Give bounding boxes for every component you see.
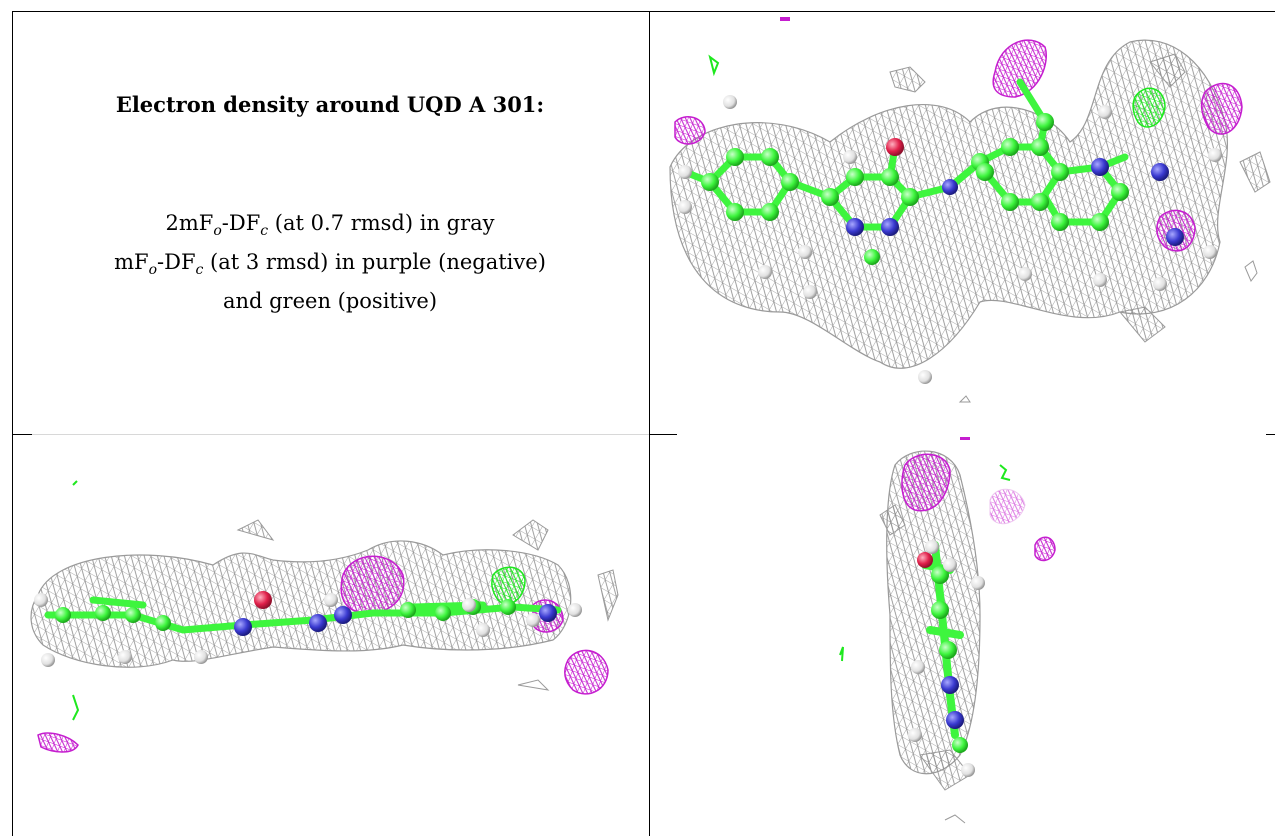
hydrogen-atoms — [908, 540, 985, 777]
line1-mid: -DF — [221, 211, 261, 235]
line2-prefix: mF — [114, 250, 149, 275]
end-view-image — [839, 437, 1056, 824]
caption-line-3: and green (positive) — [222, 289, 438, 314]
density-fragment — [889, 66, 926, 93]
hydrogen-atoms — [34, 593, 582, 667]
caption-body: 2mFo-DFc (at 0.7 rmsd) in gray mFo-DFc (… — [12, 208, 648, 317]
top-border — [12, 11, 1275, 12]
middle-divider-left — [12, 434, 32, 435]
density-negative-blob — [37, 732, 79, 753]
density-negative-blob — [901, 453, 951, 512]
density-fragment — [989, 488, 1026, 525]
caption-panel: Electron density around UQD A 301: 2mFo-… — [12, 12, 648, 434]
density-fragment — [1149, 53, 1186, 88]
caption-title: Electron density around UQD A 301: — [115, 92, 545, 117]
density-positive-blob — [839, 646, 844, 662]
density-negative-blob — [992, 39, 1047, 98]
line1-sub1: o — [213, 223, 222, 240]
line1-suffix: (at 0.7 rmsd) in gray — [268, 211, 495, 235]
density-negative-blob — [340, 555, 405, 614]
hydrogen-atoms — [678, 95, 1222, 384]
density-negative-blob — [674, 116, 706, 145]
density-positive-blob — [708, 54, 720, 77]
middle-divider-right — [649, 434, 677, 435]
top-view-panel — [650, 12, 1275, 434]
density-fragment — [597, 569, 619, 622]
line2-mid: -DF — [157, 250, 196, 275]
caption-line-2: mFo-DFc (at 3 rmsd) in purple (negative) — [12, 247, 648, 286]
line2-suffix: (at 3 rmsd) in purple (negative) — [203, 250, 546, 275]
side-view-image — [30, 480, 619, 753]
density-positive-blob — [1132, 87, 1166, 128]
caption-line-1: 2mFo-DFc (at 0.7 rmsd) in gray — [12, 208, 648, 247]
density-positive-blob — [72, 694, 80, 721]
line2-sub2: c — [195, 262, 204, 279]
density-fragment — [958, 395, 971, 403]
density-fragment — [944, 814, 966, 824]
middle-divider-tick — [1266, 434, 1275, 435]
density-fragment — [236, 519, 275, 541]
end-view-panel — [650, 435, 1275, 836]
density-negative-blob — [563, 649, 609, 695]
molecule-atoms — [917, 552, 968, 753]
density-negative-blob — [1034, 536, 1056, 562]
line1-sub2: c — [260, 223, 269, 240]
density-positive-blob — [72, 480, 78, 486]
density-fragment — [1119, 306, 1166, 343]
density-fragment — [1239, 151, 1271, 193]
left-border — [12, 11, 13, 836]
top-view-image — [669, 17, 1271, 403]
middle-divider-left-faint — [32, 434, 649, 435]
density-positive-blob — [999, 464, 1011, 481]
density-negative-blob — [1200, 82, 1243, 135]
density-fragment — [517, 679, 550, 691]
density-negative-blob — [960, 437, 970, 440]
center-divider — [649, 11, 650, 836]
side-view-panel — [13, 435, 649, 836]
molecule-atoms — [701, 113, 1184, 265]
line1-prefix: 2mF — [165, 211, 214, 235]
density-fragment — [512, 519, 549, 551]
density-fragment — [1244, 260, 1258, 282]
density-positive-blob — [491, 566, 526, 605]
density-fragment — [879, 504, 906, 536]
line2-sub1: o — [148, 262, 158, 279]
density-negative-blob — [780, 17, 790, 21]
